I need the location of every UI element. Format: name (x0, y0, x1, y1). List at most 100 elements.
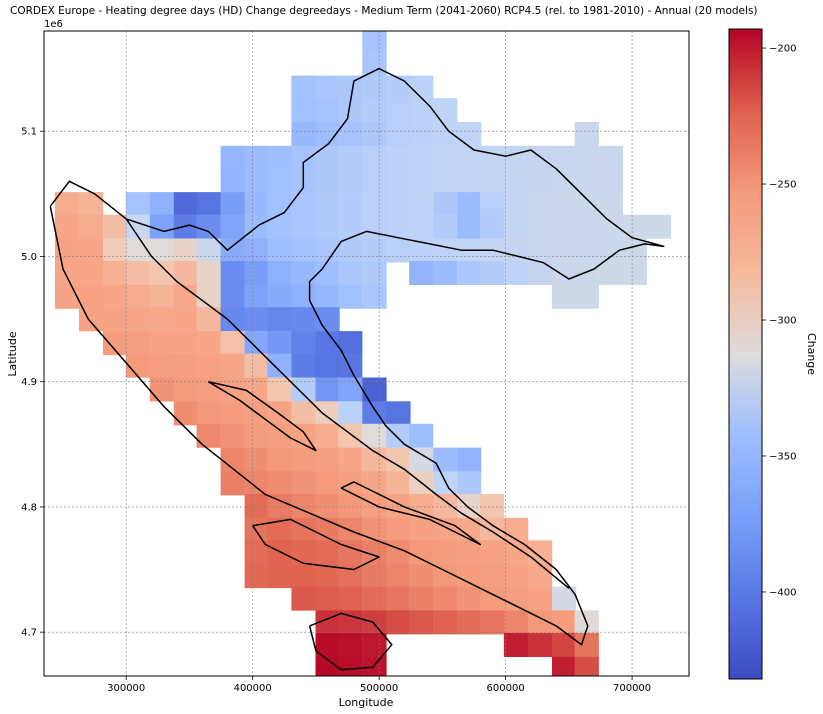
chart-title: CORDEX Europe - Heating degree days (HD)… (10, 5, 758, 17)
heatmap-cell (291, 75, 316, 100)
heatmap-cell (503, 145, 529, 170)
heatmap-cell (433, 564, 458, 589)
heatmap-cell (267, 145, 292, 170)
heatmap-cell (173, 192, 199, 217)
heatmap-cell (244, 331, 269, 356)
heatmap-cell (244, 307, 269, 332)
coastline-outline (340, 481, 482, 546)
heatmap-cell (433, 610, 458, 635)
coastline-outline (125, 218, 570, 589)
colorbar-gradient (728, 28, 763, 680)
heatmap-cell (220, 331, 245, 356)
coastline-outlines (49, 67, 665, 671)
heatmap-cell (527, 214, 553, 239)
heatmap-cell (196, 192, 221, 217)
heatmap-cell (574, 284, 599, 309)
heatmap-cell (125, 192, 150, 217)
heatmap-cell (574, 238, 599, 263)
heatmap-cell (244, 145, 269, 170)
heatmap-cell (244, 423, 269, 448)
heatmap-cell (409, 423, 434, 448)
heatmap-cell (338, 284, 363, 309)
heatmap-cell (479, 261, 505, 285)
coastline-outline (252, 518, 380, 571)
heatmap-cell (315, 401, 340, 426)
heatmap-cell (552, 284, 577, 309)
heatmap-cell (267, 192, 292, 217)
heatmap-cell (267, 307, 292, 332)
heatmap-cell (386, 564, 411, 589)
heatmap-cell (362, 494, 387, 518)
heatmap-cell (315, 656, 340, 676)
heatmap-cell (173, 331, 199, 356)
heatmap-cell (527, 238, 553, 263)
heatmap-cell (315, 261, 340, 285)
heatmap-cell (622, 261, 647, 285)
heatmap-cell (244, 517, 269, 542)
heatmap-cell (503, 261, 529, 285)
heatmap-cell (386, 471, 411, 496)
heatmap-cell (244, 168, 269, 193)
heatmap-cell (409, 494, 434, 518)
heatmap-cell (503, 168, 529, 193)
plot-area (43, 30, 690, 677)
heatmap-cell (386, 145, 411, 170)
heatmap-cell (291, 447, 316, 472)
heatmap-cell (338, 586, 363, 611)
heatmap-cell (598, 261, 623, 285)
heatmap-cell (622, 214, 647, 239)
heatmap-cell (386, 214, 411, 239)
heatmap-cell (362, 51, 387, 76)
heatmap-cell (125, 214, 150, 239)
heatmap-cell (479, 540, 505, 565)
heatmap-cell (315, 145, 340, 170)
heatmap-cell (220, 284, 245, 309)
heatmap-cell (267, 331, 292, 356)
heatmap-cell (409, 98, 434, 123)
heatmap-cell (552, 610, 577, 635)
heatmap-cell (479, 168, 505, 193)
heatmap-cell (457, 261, 482, 285)
heatmap-cell (125, 353, 150, 378)
x-tick-label: 500000 (360, 683, 398, 694)
x-axis-ticks: 300000 400000 500000 600000 700000 (107, 676, 651, 694)
heatmap-cell (79, 238, 104, 263)
heatmap-cell (479, 494, 505, 518)
heatmap-cell (315, 284, 340, 309)
heatmap-cell (291, 471, 316, 496)
heatmap-cell (552, 238, 577, 263)
heatmap-cell (433, 192, 458, 217)
heatmap-cell (220, 307, 245, 332)
heatmap-cell (220, 261, 245, 285)
heatmap-cell (433, 98, 458, 123)
heatmap-cell (267, 168, 292, 193)
heatmap-cell (362, 145, 387, 170)
heatmap-cell (362, 284, 387, 309)
heatmap-cell (503, 238, 529, 263)
colorbar-tick-label: −200 (769, 44, 796, 55)
heatmap-cell (503, 192, 529, 217)
heatmap-cell (125, 331, 150, 356)
heatmap-cell (291, 261, 316, 285)
heatmap-cell (196, 214, 221, 239)
heatmap-cell (173, 401, 199, 426)
heatmap-cell (457, 610, 482, 635)
heatmap-cell (267, 214, 292, 239)
heatmap-cell (125, 284, 150, 309)
heatmap-cell (267, 261, 292, 285)
heatmap-cell (362, 98, 387, 123)
heatmap-cell (457, 447, 482, 472)
heatmap-cell (457, 564, 482, 589)
y-tick-label: 4.7 (21, 628, 37, 639)
heatmap-cell (552, 656, 577, 676)
heatmap-cell (362, 656, 387, 676)
heatmap-cell (103, 307, 128, 332)
colorbar-tick-label: −300 (769, 316, 796, 327)
heatmap-cell (503, 214, 529, 239)
heatmap-cell (338, 192, 363, 217)
heatmap-cell (386, 238, 411, 263)
heatmap-cell (315, 540, 340, 565)
heatmap-cell (338, 145, 363, 170)
heatmap-cell (79, 261, 104, 285)
